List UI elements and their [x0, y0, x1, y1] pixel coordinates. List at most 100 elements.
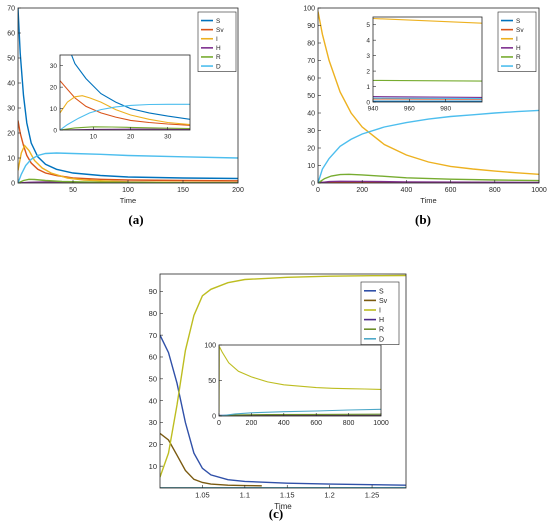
panel-a-ytick-label: 0 — [11, 180, 15, 187]
panel-b-xlabel: Time — [420, 196, 436, 205]
panel-a-ytick-label: 40 — [7, 80, 15, 87]
panel-b-inset-line-i — [373, 17, 482, 24]
panel-c-legend-label-r: R — [379, 327, 384, 334]
panel-c-inset-xtick-label: 200 — [246, 420, 258, 427]
panel-a-legend-label-s: S — [216, 18, 221, 25]
panel-a-legend-label-d: D — [216, 63, 221, 70]
panel-c-xtick-label: 1.1 — [240, 491, 250, 500]
panel-a-line-d — [18, 152, 238, 183]
panel-b-ytick-label: 90 — [307, 23, 315, 30]
panel-b-legend-label-s: S — [516, 18, 521, 25]
panel-b-inset-ytick-label: 5 — [366, 22, 370, 29]
panel-b-line-r — [318, 173, 539, 183]
panel-b-ytick-label: 70 — [307, 58, 315, 65]
panel-b-ytick-label: 40 — [307, 110, 315, 117]
panel-a-inset-xtick-label: 30 — [164, 134, 172, 141]
panel-a-legend-label-r: R — [216, 54, 221, 61]
panel-b-inset-ytick-label: 2 — [366, 68, 370, 75]
panel-c-line-sv — [160, 432, 262, 487]
panel-b-xtick-label: 600 — [445, 187, 457, 194]
panel-a-inset-xtick-label: 20 — [127, 134, 135, 141]
panel-c-xtick-label: 1.2 — [324, 491, 334, 500]
chart-panel-a: 50 100 150 200 0 10 20 30 40 50 60 70 Time 10 20 30 0 10 2… — [7, 5, 244, 205]
panel-b-line-i — [318, 11, 539, 175]
chart-panel-b: 0 200 400 600 800 10000102030405060708090100T… — [303, 5, 547, 205]
panel-c-xtick-label: 1.15 — [280, 491, 295, 500]
panel-c-ytick-label: 20 — [149, 440, 157, 449]
panel-b-ytick-label: 100 — [303, 5, 315, 12]
panel-b-inset-ytick-label: 3 — [366, 53, 370, 60]
panel-c-legend-label-sv: Sv — [379, 298, 388, 305]
panel-b-ytick-label: 80 — [307, 40, 315, 47]
panel-c-inset-xtick-label: 0 — [217, 420, 221, 427]
caption-c: (c) — [269, 506, 283, 521]
panel-b-inset-xtick-label: 940 — [368, 106, 379, 113]
panel-b-ytick-label: 30 — [307, 128, 315, 135]
panel-a-inset-xtick-label: 10 — [90, 134, 98, 141]
panel-c-inset-plot-bg — [219, 345, 381, 416]
panel-a-xtick-label: 100 — [122, 187, 134, 194]
caption-b: (b) — [415, 212, 431, 227]
panel-c-inset: 0 200 400 600 800 1000 0 50 100 — [204, 342, 389, 427]
panel-b-xtick-label: 200 — [356, 187, 368, 194]
panel-c-inset-ytick-label: 50 — [208, 378, 216, 385]
panel-b-line-d — [318, 109, 539, 183]
panel-b-inset: 940 960 980 0 1 2 3 4 5 — [366, 16, 483, 113]
panel-c-inset-xtick-label: 600 — [310, 420, 322, 427]
panel-a-ytick-label: 70 — [7, 5, 15, 12]
panel-c-line-s — [160, 334, 406, 486]
panel-b-inset-line-d — [373, 97, 482, 100]
panel-b-ytick-label: 20 — [307, 145, 315, 152]
panel-a-xlabel: Time — [120, 196, 136, 205]
panel-b-legend-label-d: D — [516, 63, 521, 70]
panel-b-legend-label-h: H — [516, 45, 521, 52]
panel-a-inset-plot-bg — [60, 55, 190, 130]
panel-c-legend-label-i: I — [379, 307, 381, 314]
panel-c-ytick-label: 40 — [149, 396, 157, 405]
panel-a-inset-ytick-label: 20 — [50, 84, 58, 91]
panel-a-inset-line-d — [60, 103, 190, 130]
panel-b-xtick-label: 400 — [401, 187, 413, 194]
panel-a-inset-ytick-label: 0 — [53, 127, 57, 134]
panel-a-ytick-label: 20 — [7, 130, 15, 137]
panel-c-inset-ytick-label: 100 — [204, 342, 216, 349]
panel-a-ytick-label: 10 — [7, 155, 15, 162]
panel-c-xtick-label: 1.25 — [365, 491, 380, 500]
panel-c-ytick-label: 60 — [149, 353, 157, 362]
panel-c-inset-line-r — [219, 413, 381, 416]
panel-a-legend-label-h: H — [216, 45, 221, 52]
panel-c-ytick-label: 80 — [149, 309, 157, 318]
panel-a-legend-label-i: I — [216, 36, 218, 43]
panel-b-inset-axes-frame — [372, 16, 483, 103]
panel-b-xtick-label: 1000 — [531, 187, 547, 194]
panel-b-inset-ytick-label: 0 — [366, 99, 370, 106]
panel-b-xtick-label: 800 — [489, 187, 501, 194]
panel-b-line-h — [318, 180, 539, 183]
panel-a-inset-line-s — [70, 55, 190, 120]
panel-b-inset-line-r — [373, 79, 482, 82]
panel-a-xtick-label: 200 — [232, 187, 244, 194]
panel-b-xtick-label: 0 — [316, 187, 320, 194]
panel-c-ytick-label: 50 — [149, 374, 157, 383]
panel-c-axes-frame — [159, 273, 407, 489]
panel-a-inset-line-sv — [60, 80, 190, 126]
panel-a-inset-line-i — [60, 95, 190, 126]
panel-a-ytick-label: 30 — [7, 105, 15, 112]
panel-a-legend-label-sv: Sv — [216, 27, 224, 34]
panel-a-inset-axes-frame — [59, 54, 191, 131]
panel-c-legend-label-d: D — [379, 336, 384, 343]
panel-c-inset-line-i — [219, 346, 381, 413]
panel-b-ytick-label: 50 — [307, 93, 315, 100]
panel-b-inset-plot-bg — [373, 17, 482, 102]
panel-a-ytick-label: 60 — [7, 30, 15, 37]
panel-c-inset-xtick-label: 800 — [343, 420, 355, 427]
panel-a-inset-ytick-label: 10 — [50, 106, 58, 113]
panel-b-ytick-label: 10 — [307, 163, 315, 170]
panel-a-inset-ytick-label: 30 — [50, 63, 58, 70]
panel-b-inset-line-h — [373, 96, 482, 98]
panel-b-inset-ytick-label: 4 — [366, 37, 370, 44]
panel-b-legend-label-r: R — [516, 54, 521, 61]
panel-a-inset: 10 20 30 0 10 20 30 — [50, 54, 191, 141]
panel-c-legend-label-h: H — [379, 317, 384, 324]
